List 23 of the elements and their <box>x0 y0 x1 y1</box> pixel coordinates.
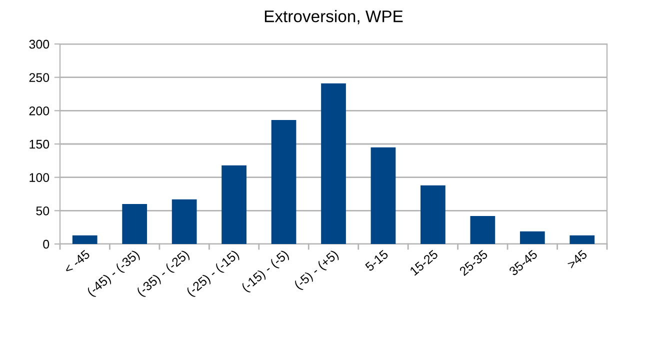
bar <box>271 120 296 244</box>
bar <box>321 83 346 244</box>
bar <box>172 199 197 244</box>
bar <box>420 185 446 244</box>
y-tick-label: 250 <box>29 73 50 82</box>
bar <box>72 235 98 244</box>
y-tick-label: 300 <box>29 40 50 49</box>
y-tick-label: 50 <box>36 206 50 216</box>
x-tick-label: 5-15 <box>364 250 389 272</box>
bar <box>470 216 496 244</box>
y-tick-label: 200 <box>29 106 50 116</box>
x-tick-label: < -45 <box>64 250 90 274</box>
chart-title: Extroversion, WPE <box>264 10 403 24</box>
x-tick-label: (-5) - (+5) <box>293 249 340 292</box>
bar <box>570 235 595 244</box>
bar <box>370 147 396 244</box>
y-tick-label: 100 <box>30 173 50 182</box>
bar <box>222 165 246 244</box>
y-tick-label: 0 <box>43 240 50 249</box>
bar <box>520 231 545 244</box>
bar <box>122 204 148 244</box>
y-tick-label: 150 <box>30 140 50 149</box>
x-tick-label: >45 <box>566 250 588 270</box>
